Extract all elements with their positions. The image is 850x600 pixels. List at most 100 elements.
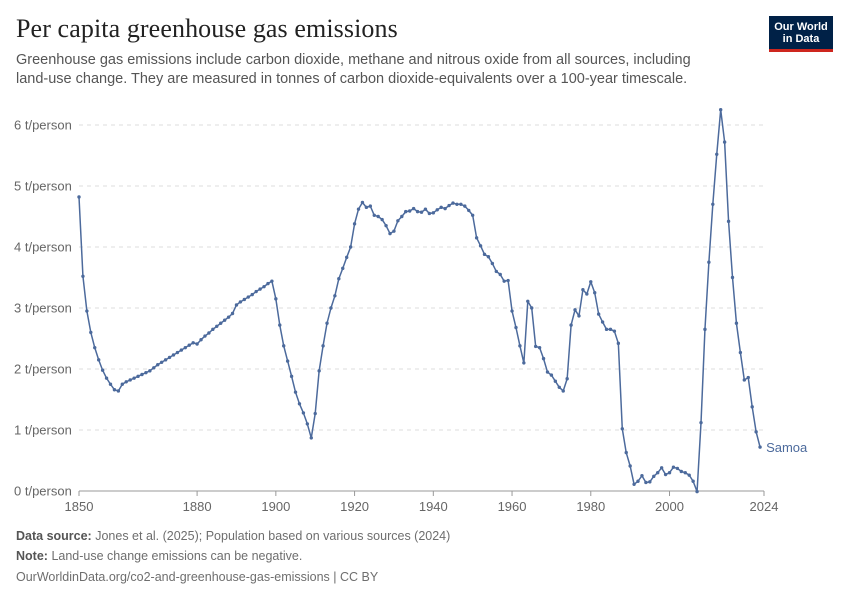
data-point[interactable] — [317, 369, 321, 373]
data-point[interactable] — [435, 208, 439, 212]
data-point[interactable] — [396, 219, 400, 223]
data-point[interactable] — [750, 405, 754, 409]
data-point[interactable] — [356, 207, 361, 211]
data-point[interactable] — [533, 344, 538, 349]
data-point[interactable] — [656, 471, 660, 475]
data-point[interactable] — [116, 389, 121, 393]
data-point[interactable] — [577, 314, 581, 318]
data-point[interactable] — [100, 368, 105, 372]
data-point[interactable] — [561, 389, 565, 393]
data-point[interactable] — [360, 200, 365, 205]
data-point[interactable] — [726, 219, 731, 224]
data-point[interactable] — [388, 231, 392, 236]
data-point[interactable] — [659, 466, 664, 470]
data-point[interactable] — [608, 327, 613, 332]
data-point[interactable] — [266, 281, 270, 286]
data-point[interactable] — [628, 464, 632, 468]
data-point[interactable] — [195, 342, 199, 346]
data-point[interactable] — [514, 325, 518, 330]
data-point[interactable] — [278, 323, 282, 327]
data-point[interactable] — [289, 374, 294, 379]
data-point[interactable] — [77, 195, 81, 199]
data-point[interactable] — [242, 297, 247, 302]
data-point[interactable] — [652, 474, 656, 479]
data-point[interactable] — [364, 205, 369, 210]
data-point[interactable] — [238, 300, 243, 304]
data-point[interactable] — [758, 445, 762, 449]
data-point[interactable] — [675, 466, 680, 471]
data-point[interactable] — [234, 303, 239, 307]
data-point[interactable] — [699, 420, 703, 425]
data-point[interactable] — [687, 473, 691, 477]
data-point[interactable] — [467, 208, 471, 213]
data-point[interactable] — [569, 323, 573, 327]
data-point[interactable] — [246, 295, 250, 299]
data-point[interactable] — [451, 201, 455, 205]
data-point[interactable] — [368, 204, 373, 208]
data-point[interactable] — [89, 330, 93, 335]
data-point[interactable] — [250, 292, 254, 297]
data-point[interactable] — [506, 278, 510, 283]
data-point[interactable] — [293, 390, 298, 394]
data-point[interactable] — [573, 308, 577, 312]
data-point[interactable] — [348, 245, 353, 249]
data-point[interactable] — [120, 382, 125, 386]
data-point[interactable] — [124, 380, 128, 384]
data-point[interactable] — [392, 229, 396, 233]
data-point[interactable] — [297, 402, 302, 406]
data-point[interactable] — [96, 358, 101, 362]
data-point[interactable] — [636, 479, 640, 483]
owid-logo[interactable]: Our World in Data — [769, 16, 833, 52]
data-point[interactable] — [270, 279, 274, 283]
data-point[interactable] — [522, 361, 526, 365]
data-point[interactable] — [148, 369, 152, 373]
data-point[interactable] — [593, 291, 597, 295]
data-point[interactable] — [640, 474, 644, 478]
data-point[interactable] — [203, 334, 207, 338]
data-point[interactable] — [695, 489, 699, 494]
data-point[interactable] — [415, 209, 420, 214]
data-point[interactable] — [152, 366, 156, 370]
data-point[interactable] — [596, 312, 601, 316]
data-point[interactable] — [589, 280, 593, 284]
data-point[interactable] — [683, 471, 687, 475]
data-point[interactable] — [171, 353, 176, 357]
data-point[interactable] — [400, 214, 404, 219]
data-point[interactable] — [199, 338, 203, 342]
data-point[interactable] — [404, 209, 408, 214]
data-point[interactable] — [167, 355, 172, 360]
data-point[interactable] — [431, 211, 436, 215]
data-point[interactable] — [482, 252, 487, 257]
data-point[interactable] — [325, 321, 329, 325]
data-point[interactable] — [262, 284, 266, 289]
data-point[interactable] — [345, 255, 349, 260]
data-point[interactable] — [722, 140, 727, 144]
data-point[interactable] — [333, 294, 337, 298]
data-point[interactable] — [159, 360, 164, 364]
data-point[interactable] — [179, 348, 184, 352]
series-label[interactable]: Samoa — [766, 440, 808, 455]
data-point[interactable] — [136, 374, 140, 379]
data-point[interactable] — [423, 207, 428, 211]
data-point[interactable] — [463, 204, 467, 208]
data-point[interactable] — [730, 275, 735, 280]
data-point[interactable] — [163, 358, 168, 362]
data-point[interactable] — [616, 341, 621, 346]
data-point[interactable] — [219, 321, 223, 325]
source-text[interactable]: Jones et al. (2025); Population based on… — [95, 529, 451, 543]
data-point[interactable] — [93, 345, 97, 350]
data-point[interactable] — [644, 480, 648, 485]
data-point[interactable] — [282, 344, 286, 348]
data-point[interactable] — [128, 378, 132, 382]
data-point[interactable] — [215, 324, 219, 328]
data-point[interactable] — [376, 214, 380, 219]
data-point[interactable] — [557, 385, 561, 389]
data-point[interactable] — [384, 223, 388, 228]
data-point[interactable] — [112, 388, 117, 392]
data-point[interactable] — [254, 289, 258, 294]
data-point[interactable] — [309, 436, 313, 440]
data-point[interactable] — [526, 299, 530, 303]
data-point[interactable] — [305, 422, 310, 426]
data-point[interactable] — [632, 482, 636, 486]
data-point[interactable] — [104, 376, 109, 380]
